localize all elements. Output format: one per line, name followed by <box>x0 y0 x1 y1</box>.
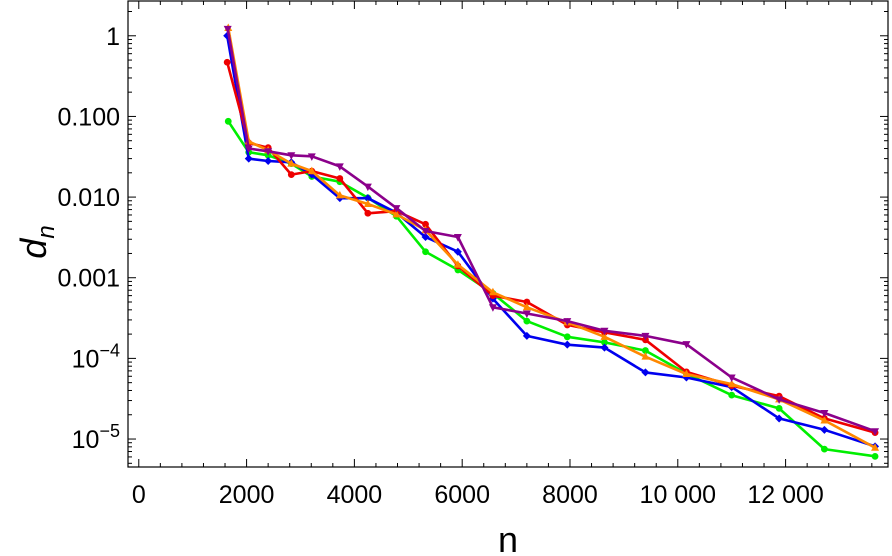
data-point <box>641 368 650 377</box>
data-point <box>336 175 344 182</box>
data-point <box>392 205 401 213</box>
data-point <box>453 233 462 242</box>
data-point <box>775 404 783 412</box>
data-point <box>453 247 462 256</box>
data-point <box>600 343 609 352</box>
x-tick-label: 10 000 <box>640 481 716 509</box>
y-tick-label: 10−4 <box>72 340 120 373</box>
data-point <box>600 327 609 336</box>
data-point <box>287 171 295 179</box>
y-axis-ticks: 1 0.100 0.010 0.001 10−4 10−5 <box>57 11 888 464</box>
data-point <box>563 340 572 349</box>
y-tick-label: 0.100 <box>57 103 120 131</box>
data-point <box>363 194 372 203</box>
data-point <box>871 452 879 460</box>
data-point <box>488 287 497 296</box>
data-point <box>223 25 232 34</box>
y-tick-label: 0.001 <box>57 265 120 293</box>
x-axis-title: n <box>498 519 518 556</box>
data-point <box>488 304 497 312</box>
x-tick-label: 6000 <box>434 481 490 509</box>
data-point <box>287 159 296 167</box>
data-point <box>775 396 784 404</box>
y-axis-title-main: d <box>13 238 54 259</box>
data-point <box>522 310 531 319</box>
data-point <box>363 199 372 208</box>
svg-text:dn: dn <box>13 225 60 258</box>
data-point <box>727 379 736 388</box>
data-point <box>363 183 372 192</box>
data-point <box>775 414 784 423</box>
data-point <box>682 369 691 378</box>
plot-frame <box>127 0 889 468</box>
data-point <box>244 145 253 154</box>
data-point <box>563 333 571 341</box>
y-axis-title: dn <box>13 225 60 258</box>
data-point <box>453 260 462 268</box>
data-point <box>364 209 372 217</box>
data-point <box>601 338 608 346</box>
series-layer <box>223 23 880 460</box>
series-5-line <box>226 28 876 433</box>
data-point <box>820 445 828 453</box>
y-tick-label: 10−5 <box>72 421 120 454</box>
data-point <box>422 248 429 256</box>
data-point <box>264 148 273 156</box>
data-point <box>728 391 736 399</box>
data-point <box>523 298 531 306</box>
series-5 <box>223 25 880 436</box>
data-point <box>224 117 232 125</box>
data-point <box>871 428 880 436</box>
data-point <box>727 374 736 382</box>
data-point <box>820 425 829 434</box>
x-tick-label: 2000 <box>219 481 275 509</box>
data-point <box>244 154 253 163</box>
data-point <box>422 220 429 228</box>
data-point <box>871 443 880 451</box>
data-point <box>335 190 344 199</box>
y-axis-title-subscript: n <box>33 225 60 238</box>
data-point <box>307 153 316 161</box>
data-point <box>522 331 531 340</box>
data-point <box>523 317 531 325</box>
x-tick-label: 12 000 <box>747 481 823 509</box>
data-point <box>600 332 609 340</box>
data-point <box>563 318 572 326</box>
data-point <box>264 157 273 166</box>
data-point <box>421 232 430 241</box>
data-point <box>641 332 650 341</box>
data-point <box>682 341 691 349</box>
y-tick-label: 1 <box>106 23 120 51</box>
data-point <box>335 163 344 171</box>
data-point <box>641 352 650 360</box>
series-4-line <box>227 27 876 449</box>
x-tick-label: 0 <box>132 481 146 509</box>
data-point <box>820 415 829 424</box>
data-point <box>307 166 316 175</box>
data-point <box>223 58 231 66</box>
x-tick-label: 8000 <box>542 481 598 509</box>
data-point <box>287 152 296 160</box>
data-point <box>421 227 430 236</box>
data-point <box>522 302 531 311</box>
x-tick-label: 4000 <box>327 481 383 509</box>
data-point <box>642 347 649 354</box>
data-point <box>392 209 401 218</box>
x-axis-ticks: 0 2000 4000 6000 8000 10 000 12 000 <box>132 1 873 509</box>
y-tick-label: 0.010 <box>57 184 120 212</box>
data-point <box>820 410 829 418</box>
